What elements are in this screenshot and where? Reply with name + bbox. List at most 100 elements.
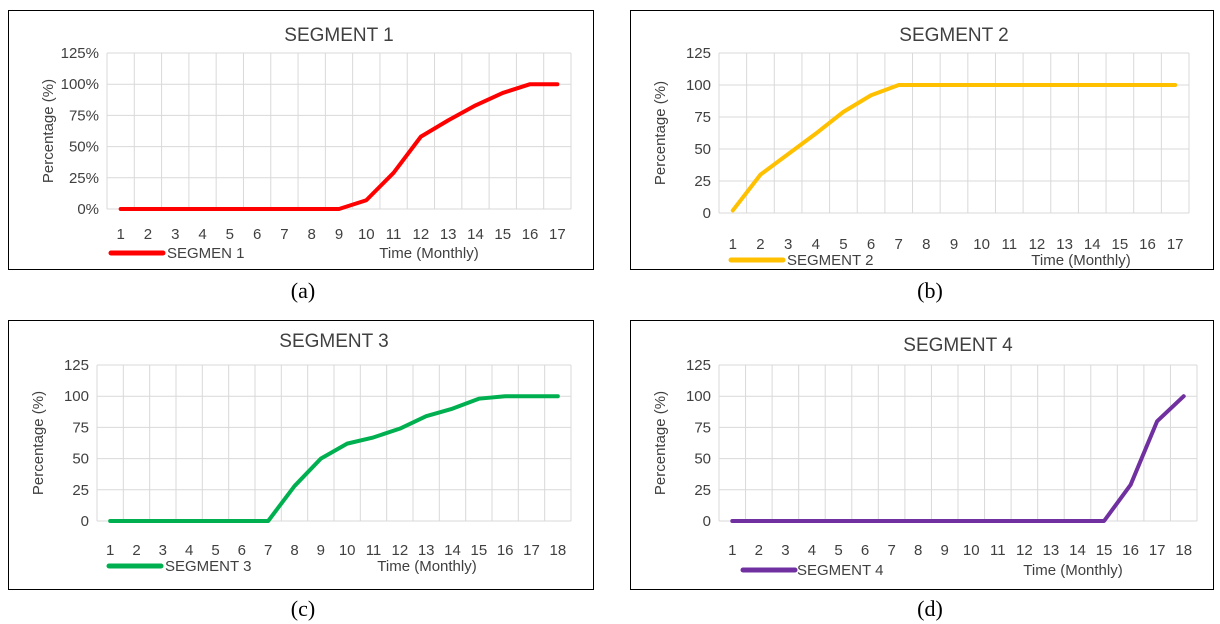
y-axis-label: Percentage (%) [652,81,669,185]
x-tick-label: 10 [339,542,356,559]
x-tick-label: 4 [185,542,193,559]
x-tick-label: 1 [116,226,124,243]
data-point [135,519,138,523]
x-tick-label: 8 [290,542,298,559]
caption-d: (d) [917,596,943,621]
y-tick-label: 0 [703,513,711,530]
data-point [916,519,920,523]
data-point [240,519,244,523]
x-tick-label: 3 [171,226,179,243]
data-point [869,93,873,97]
caption-c: (c) [290,596,316,621]
y-tick-label: 25 [694,173,711,190]
data-point [293,484,296,488]
chart-panel-segment-2: SEGMENT 2 0 25 50 75 100 125 1 2 3 4 5 6 7 8 9 10 11 12 13 1… [630,10,1214,270]
data-point [337,207,341,211]
x-tick-label: 12 [1016,542,1033,559]
x-tick-label: 8 [914,542,922,559]
x-tick-label: 7 [887,542,895,559]
x-tick-label: 3 [781,542,789,559]
x-tick-label: 4 [812,236,820,253]
x-tick-label: 3 [784,236,792,253]
data-point [863,519,867,523]
x-tick-label: 15 [1096,542,1113,559]
chart-panel-segment-3: SEGMENT 3 0 25 50 75 100 125 1 2 3 4 5 6 7 8 9 10 11 12 13 1… [8,320,594,590]
y-tick-label: 25% [69,170,99,187]
data-point [473,103,477,107]
x-tick-label: 14 [1069,542,1086,559]
x-tick-label: 14 [1084,236,1101,253]
data-point [980,83,984,87]
x-tick-label: 6 [861,542,869,559]
data-point [364,198,368,202]
y-tick-label: 75% [69,107,99,124]
x-tick-label: 14 [467,226,484,243]
x-tick-label: 4 [808,542,816,559]
y-tick-label: 0% [77,201,99,218]
y-tick-label: 25 [72,482,89,499]
data-point [119,207,123,211]
x-tick-label: 5 [211,542,219,559]
y-axis-label: Percentage (%) [652,391,669,495]
x-tick-label: 3 [159,542,167,559]
caption-b: (b) [917,278,943,303]
chart-svg-segment-1: SEGMENT 10%25%50%75%100%125%1 2 3 4 5 6 7 8 9 10 1… [40,25,572,262]
chart-title: SEGMENT 4 [903,335,1013,356]
x-tick-label: 16 [1122,542,1139,559]
data-point [451,407,454,411]
x-tick-label: 13 [1056,236,1073,253]
y-tick-label: 100 [686,388,711,405]
x-tick-label: 17 [1149,542,1166,559]
chart-title: SEGMENT 3 [279,331,388,352]
x-tick-label: 18 [549,542,566,559]
data-point [1155,419,1159,423]
x-tick-label: 16 [522,226,539,243]
y-tick-label: 100 [64,388,89,405]
x-tick-label: 18 [1175,542,1192,559]
x-tick-label: 2 [755,542,763,559]
x-tick-label: 11 [1002,236,1018,253]
x-tick-label: 15 [470,542,487,559]
y-tick-label: 50 [72,451,89,468]
y-tick-label: 50 [694,451,711,468]
y-tick-label: 0 [81,513,89,530]
x-tick-label: 11 [386,226,402,243]
chart-panel-segment-1: SEGMENT 1 0% 25% 50% 75% 100% 125% 1 2 3 4 5 6 7 8 9 10 1… [8,10,594,270]
data-point [1007,83,1011,87]
data-point [503,394,507,398]
data-point [555,82,559,86]
y-tick-label: 0 [703,205,711,222]
x-tick-label: 10 [963,542,980,559]
x-tick-label: 11 [366,542,382,559]
x-tick-label: 9 [941,542,949,559]
y-tick-label: 75 [72,419,89,436]
x-tick-label: 17 [1167,236,1184,253]
x-tick-label: 12 [391,542,408,559]
y-tick-label: 125% [61,45,99,62]
y-tick-label: 100 [686,77,711,94]
x-tick-label: 7 [264,542,272,559]
x-axis-label: Time (Monthly) [379,245,478,262]
y-tick-label: 75 [694,419,711,436]
data-point [201,207,205,211]
x-tick-label: 16 [497,542,514,559]
y-tick-label: 125 [686,357,711,374]
data-point [731,208,735,212]
x-tick-label: 8 [308,226,316,243]
x-tick-label: 13 [1043,542,1060,559]
x-tick-label: 11 [990,542,1006,559]
chart-title: SEGMENT 1 [284,25,393,46]
x-tick-label: 9 [317,542,325,559]
x-tick-label: 1 [728,542,736,559]
y-tick-label: 125 [686,45,711,62]
data-point [890,519,894,523]
y-tick-label: 25 [694,482,711,499]
data-point [108,519,112,523]
data-point [282,207,286,211]
data-point [556,394,560,398]
legend-label: SEGMENT 3 [165,558,251,575]
data-point [1035,83,1039,87]
x-tick-label: 1 [106,542,114,559]
data-point [1173,83,1177,87]
